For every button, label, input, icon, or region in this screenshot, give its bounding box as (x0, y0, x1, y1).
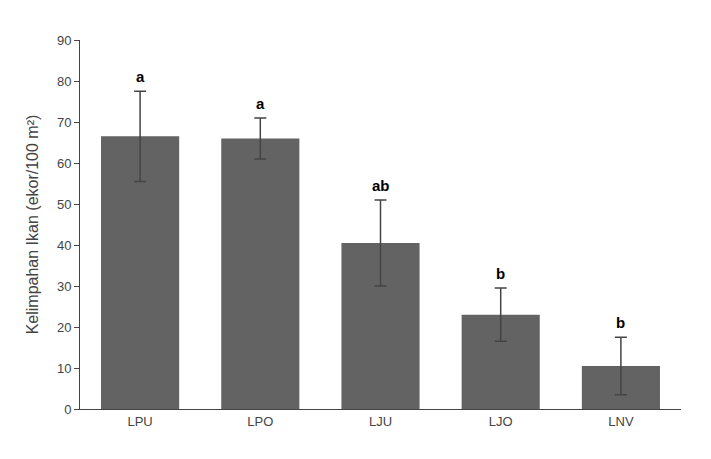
svg-text:50: 50 (57, 197, 71, 212)
svg-text:LJO: LJO (489, 414, 513, 429)
svg-text:LJU: LJU (369, 414, 392, 429)
svg-text:80: 80 (57, 74, 71, 89)
svg-text:30: 30 (57, 279, 71, 294)
svg-text:LPU: LPU (127, 414, 152, 429)
svg-text:b: b (616, 314, 625, 331)
svg-text:90: 90 (57, 33, 71, 48)
svg-text:LPO: LPO (247, 414, 273, 429)
svg-text:a: a (256, 95, 265, 112)
svg-text:b: b (496, 265, 505, 282)
svg-text:60: 60 (57, 156, 71, 171)
svg-text:Kelimpahan Ikan (ekor/100 m²): Kelimpahan Ikan (ekor/100 m²) (24, 115, 41, 335)
svg-text:40: 40 (57, 238, 71, 253)
svg-text:20: 20 (57, 320, 71, 335)
svg-text:a: a (136, 68, 145, 85)
svg-text:70: 70 (57, 115, 71, 130)
svg-text:10: 10 (57, 361, 71, 376)
svg-text:0: 0 (64, 402, 71, 417)
svg-text:ab: ab (372, 177, 390, 194)
svg-text:LNV: LNV (608, 414, 634, 429)
